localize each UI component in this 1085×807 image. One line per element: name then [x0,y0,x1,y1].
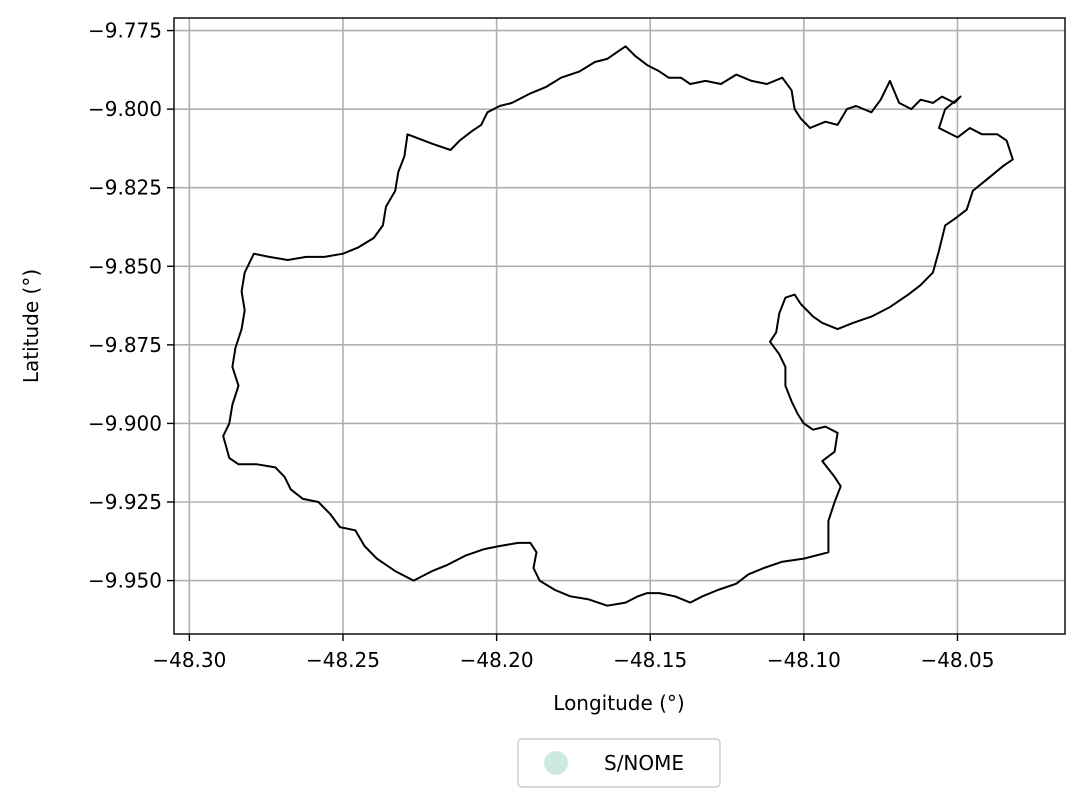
plot-frame [173,17,1066,635]
y-tick-label: −9.850 [88,254,162,278]
x-axis-ticks: −48.30 −48.25 −48.20 −48.15 −48.10 −48.05 [152,634,994,672]
legend: S/NOME [517,738,721,788]
y-tick-label: −9.875 [88,333,162,357]
y-tick-label: −9.775 [88,19,162,43]
y-axis-label: Latitude (°) [19,269,43,383]
y-tick-label: −9.825 [88,176,162,200]
y-axis-ticks: −9.775 −9.800 −9.825 −9.850 −9.875 −9.900 −9.9… [88,19,174,593]
x-tick-label: −48.10 [767,648,841,672]
municipality-boundary [222,45,1014,607]
x-axis-label: Longitude (°) [553,691,684,715]
y-tick-label: −9.800 [88,97,162,121]
x-tick-label: −48.20 [460,648,534,672]
x-tick-label: −48.25 [306,648,380,672]
legend-box [517,738,721,788]
x-tick-label: −48.15 [613,648,687,672]
y-tick-label: −9.950 [88,569,162,593]
x-tick-label: −48.30 [152,648,226,672]
y-tick-label: −9.900 [88,411,162,435]
legend-label-s-nome: S/NOME [604,751,684,775]
legend-marker-s-nome [544,751,568,775]
x-tick-label: −48.05 [920,648,994,672]
municipality-boundary-layer [222,45,1014,607]
grid [174,18,1065,634]
y-tick-label: −9.925 [88,490,162,514]
